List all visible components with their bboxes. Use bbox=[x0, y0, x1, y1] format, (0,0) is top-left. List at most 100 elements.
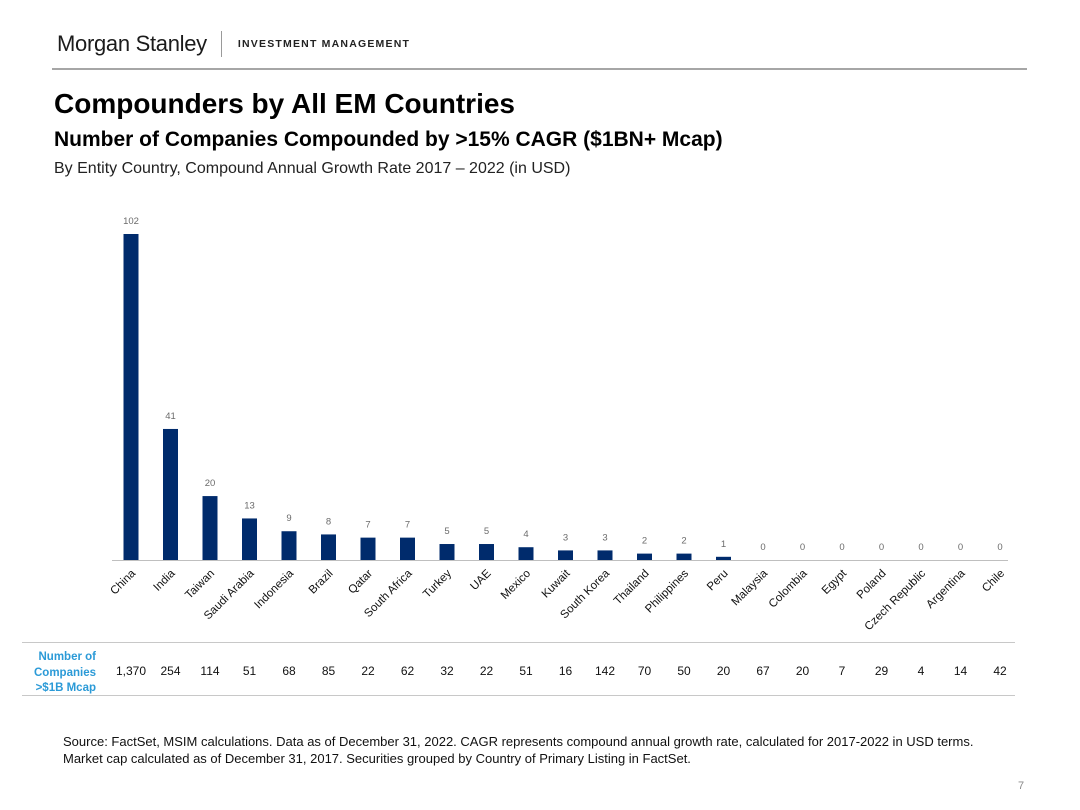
bar bbox=[123, 234, 139, 560]
table-cell: 4 bbox=[917, 664, 925, 678]
category-label: Egypt bbox=[820, 567, 850, 597]
category-label: UAE bbox=[468, 567, 493, 592]
table-cell: 22 bbox=[361, 664, 375, 678]
bar bbox=[479, 544, 494, 560]
bar bbox=[439, 544, 455, 560]
table-cell: 85 bbox=[321, 664, 336, 678]
source-note: Source: FactSet, MSIM calculations. Data… bbox=[63, 733, 973, 767]
category-label: Malaysia bbox=[730, 567, 771, 608]
table-cell: 68 bbox=[282, 664, 296, 678]
bar bbox=[281, 531, 297, 560]
source-line: Market cap calculated as of December 31,… bbox=[63, 751, 691, 766]
table-cell: 20 bbox=[716, 664, 731, 678]
category-label: Poland bbox=[855, 568, 889, 602]
page-subtitle: Number of Companies Compounded by >15% C… bbox=[54, 128, 723, 151]
data-label: 0 bbox=[879, 542, 884, 553]
table-cell: 29 bbox=[874, 664, 889, 678]
data-label: 1 bbox=[721, 539, 726, 550]
table-row-label: Number of Companies >$1B Mcap bbox=[10, 650, 96, 697]
table-cell: 14 bbox=[953, 664, 968, 678]
bar bbox=[597, 550, 613, 560]
bar bbox=[676, 553, 692, 560]
bar bbox=[360, 537, 376, 560]
data-label: 4 bbox=[523, 529, 528, 540]
data-label: 9 bbox=[286, 513, 291, 524]
category-label: China bbox=[108, 567, 138, 597]
data-label: 102 bbox=[123, 216, 139, 227]
row-label-line: Number of bbox=[38, 651, 97, 663]
category-label: Chile bbox=[980, 568, 1007, 595]
table-cell: 32 bbox=[440, 664, 454, 678]
table-cell: 254 bbox=[160, 664, 181, 678]
category-label: Qatar bbox=[346, 568, 375, 597]
table-cell: 50 bbox=[677, 664, 691, 678]
data-label: 0 bbox=[918, 542, 923, 553]
table-cell: 7 bbox=[838, 664, 846, 678]
page-title: Compounders by All EM Countries bbox=[54, 88, 515, 119]
row-label-line: >$1B Mcap bbox=[35, 682, 96, 694]
category-label: Thailand bbox=[612, 568, 652, 608]
bar bbox=[242, 518, 257, 560]
bar bbox=[716, 556, 731, 560]
table-cell: 42 bbox=[993, 664, 1007, 678]
table-cell: 62 bbox=[400, 664, 415, 678]
data-label: 0 bbox=[997, 542, 1002, 553]
data-label: 0 bbox=[800, 542, 805, 553]
brand-division: INVESTMENT MANAGEMENT bbox=[237, 38, 411, 50]
table-cell: 67 bbox=[756, 664, 770, 678]
source-line: Source: FactSet, MSIM calculations. Data… bbox=[63, 734, 974, 749]
page-number: 7 bbox=[1018, 780, 1025, 792]
category-label: Philippines bbox=[643, 567, 691, 615]
data-label: 5 bbox=[484, 526, 489, 537]
brand-header: Morgan Stanley INVESTMENT MANAGEMENT bbox=[57, 29, 410, 59]
data-label: 3 bbox=[602, 532, 607, 543]
table-cell: 51 bbox=[242, 664, 257, 678]
bar bbox=[400, 537, 415, 560]
category-label: Kuwait bbox=[540, 567, 573, 600]
category-label: India bbox=[152, 567, 179, 594]
category-label: Peru bbox=[705, 568, 731, 594]
chart-description: By Entity Country, Compound Annual Growt… bbox=[54, 160, 571, 177]
category-label: Colombia bbox=[767, 567, 810, 610]
category-label: Mexico bbox=[499, 568, 533, 602]
bar bbox=[163, 428, 178, 560]
data-label: 2 bbox=[642, 536, 647, 547]
data-label: 8 bbox=[326, 516, 331, 527]
data-label: 20 bbox=[205, 478, 216, 489]
brand-logo-text: Morgan Stanley bbox=[57, 31, 207, 56]
table-cell: 1,370 bbox=[115, 664, 147, 678]
table-rule-bottom bbox=[22, 695, 1015, 696]
bar bbox=[202, 496, 218, 560]
table-cell: 16 bbox=[558, 664, 573, 678]
table-cell: 142 bbox=[594, 664, 616, 678]
table-cell: 22 bbox=[479, 664, 494, 678]
bar bbox=[321, 534, 336, 560]
data-label: 0 bbox=[839, 542, 844, 553]
table-cell: 114 bbox=[200, 664, 220, 678]
data-label: 0 bbox=[958, 542, 963, 553]
table-cell: 20 bbox=[795, 664, 810, 678]
data-label: 2 bbox=[681, 536, 686, 547]
data-label: 0 bbox=[760, 542, 765, 553]
table-cell: 51 bbox=[519, 664, 533, 678]
category-label: Brazil bbox=[307, 568, 336, 597]
brand-divider bbox=[220, 31, 222, 57]
header-rule bbox=[52, 68, 1027, 70]
bar bbox=[518, 547, 534, 560]
table-rule-top bbox=[22, 642, 1015, 643]
table-cell: 70 bbox=[637, 664, 652, 678]
category-label: Indonesia bbox=[252, 567, 296, 611]
data-label: 13 bbox=[244, 500, 255, 511]
category-label: Turkey bbox=[421, 567, 454, 600]
data-label: 3 bbox=[563, 532, 568, 543]
data-label: 5 bbox=[444, 526, 449, 537]
category-label: Taiwan bbox=[183, 568, 217, 602]
bar bbox=[558, 550, 573, 560]
row-label-line: Companies bbox=[34, 666, 96, 679]
data-label: 7 bbox=[365, 520, 370, 531]
data-label: 7 bbox=[405, 520, 410, 531]
data-label: 41 bbox=[165, 411, 176, 422]
bar bbox=[637, 553, 652, 560]
category-label: Argentina bbox=[924, 567, 968, 611]
